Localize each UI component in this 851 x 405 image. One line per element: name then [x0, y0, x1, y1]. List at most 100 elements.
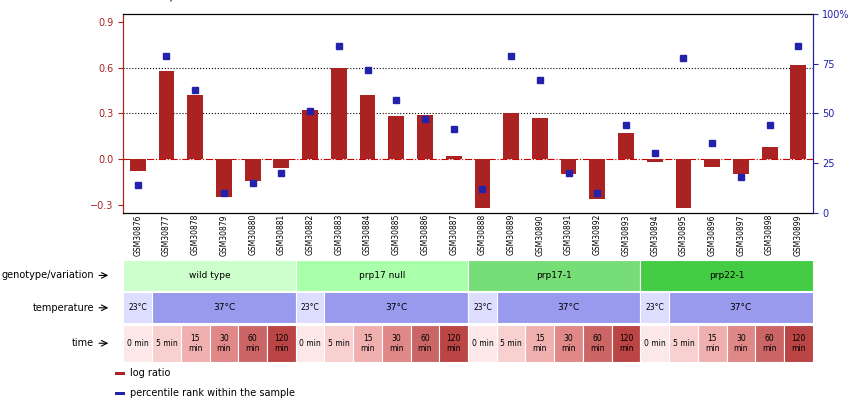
Bar	[238, 325, 267, 362]
Bar	[439, 325, 468, 362]
Text: 60
min: 60 min	[418, 334, 432, 353]
Text: 23°C: 23°C	[129, 303, 147, 312]
Text: genotype/variation: genotype/variation	[1, 271, 94, 280]
Bar	[727, 325, 756, 362]
Bar	[152, 325, 180, 362]
Bar	[468, 292, 497, 323]
Text: 37°C: 37°C	[730, 303, 752, 312]
Text: 5 min: 5 min	[328, 339, 350, 348]
Text: log ratio: log ratio	[130, 368, 170, 378]
Bar	[676, 159, 691, 208]
Text: temperature: temperature	[32, 303, 94, 313]
Bar	[705, 159, 720, 167]
Text: 15
min: 15 min	[360, 334, 374, 353]
Bar	[698, 325, 727, 362]
Bar	[130, 159, 146, 171]
Bar	[640, 260, 813, 291]
Bar	[296, 260, 468, 291]
Bar	[187, 95, 203, 159]
Bar	[302, 110, 318, 159]
Bar	[791, 64, 806, 159]
Text: 30
min: 30 min	[389, 334, 403, 353]
Bar	[497, 292, 641, 323]
Text: 30
min: 30 min	[562, 334, 576, 353]
Bar	[388, 117, 404, 159]
Bar	[755, 325, 784, 362]
Text: 15
min: 15 min	[533, 334, 547, 353]
Bar	[273, 159, 289, 168]
Bar	[497, 325, 526, 362]
Bar	[762, 147, 778, 159]
Bar	[123, 260, 296, 291]
Text: 120
min: 120 min	[274, 334, 288, 353]
Bar	[353, 325, 382, 362]
Text: 23°C: 23°C	[300, 303, 319, 312]
Text: 0 min: 0 min	[300, 339, 321, 348]
Bar	[640, 292, 669, 323]
Text: 15
min: 15 min	[705, 334, 719, 353]
Bar	[245, 159, 260, 181]
Text: percentile rank within the sample: percentile rank within the sample	[130, 388, 294, 398]
Bar	[123, 325, 152, 362]
Bar	[324, 325, 353, 362]
Bar	[669, 325, 698, 362]
Text: 23°C: 23°C	[473, 303, 492, 312]
Text: prp17 null: prp17 null	[359, 271, 405, 280]
Bar	[446, 156, 461, 159]
Bar	[669, 292, 813, 323]
Bar	[647, 159, 663, 162]
Bar	[152, 292, 296, 323]
Text: 30
min: 30 min	[217, 334, 231, 353]
Text: 37°C: 37°C	[213, 303, 235, 312]
Bar	[382, 325, 410, 362]
Bar	[583, 325, 612, 362]
Text: 120
min: 120 min	[791, 334, 806, 353]
Bar	[532, 118, 548, 159]
Bar	[115, 371, 125, 375]
Bar	[216, 159, 231, 197]
Text: 37°C: 37°C	[386, 303, 408, 312]
Bar	[331, 68, 346, 159]
Bar	[784, 325, 813, 362]
Bar	[554, 325, 583, 362]
Text: 0 min: 0 min	[471, 339, 494, 348]
Bar	[733, 159, 749, 175]
Bar	[561, 159, 576, 175]
Bar	[360, 95, 375, 159]
Text: 120
min: 120 min	[447, 334, 461, 353]
Bar	[525, 325, 554, 362]
Text: 5 min: 5 min	[672, 339, 694, 348]
Bar	[468, 260, 640, 291]
Bar	[115, 392, 125, 395]
Bar	[468, 325, 497, 362]
Text: GDS759 / 5751: GDS759 / 5751	[115, 0, 210, 2]
Text: 5 min: 5 min	[156, 339, 177, 348]
Text: 30
min: 30 min	[734, 334, 748, 353]
Bar	[180, 325, 209, 362]
Bar	[475, 159, 490, 208]
Bar	[296, 292, 324, 323]
Bar	[209, 325, 238, 362]
Text: 37°C: 37°C	[557, 303, 580, 312]
Text: time: time	[71, 338, 94, 348]
Text: 60
min: 60 min	[590, 334, 604, 353]
Text: 0 min: 0 min	[644, 339, 665, 348]
Text: 5 min: 5 min	[500, 339, 522, 348]
Text: 60
min: 60 min	[245, 334, 260, 353]
Bar	[417, 115, 433, 159]
Bar	[267, 325, 296, 362]
Text: wild type: wild type	[189, 271, 231, 280]
Text: prp22-1: prp22-1	[709, 271, 745, 280]
Text: 0 min: 0 min	[127, 339, 149, 348]
Bar	[324, 292, 468, 323]
Text: 120
min: 120 min	[619, 334, 633, 353]
Bar	[618, 133, 634, 159]
Bar	[410, 325, 439, 362]
Text: prp17-1: prp17-1	[536, 271, 572, 280]
Text: 23°C: 23°C	[645, 303, 664, 312]
Bar	[640, 325, 669, 362]
Text: 15
min: 15 min	[188, 334, 203, 353]
Bar	[503, 113, 519, 159]
Text: 60
min: 60 min	[762, 334, 777, 353]
Bar	[590, 159, 605, 199]
